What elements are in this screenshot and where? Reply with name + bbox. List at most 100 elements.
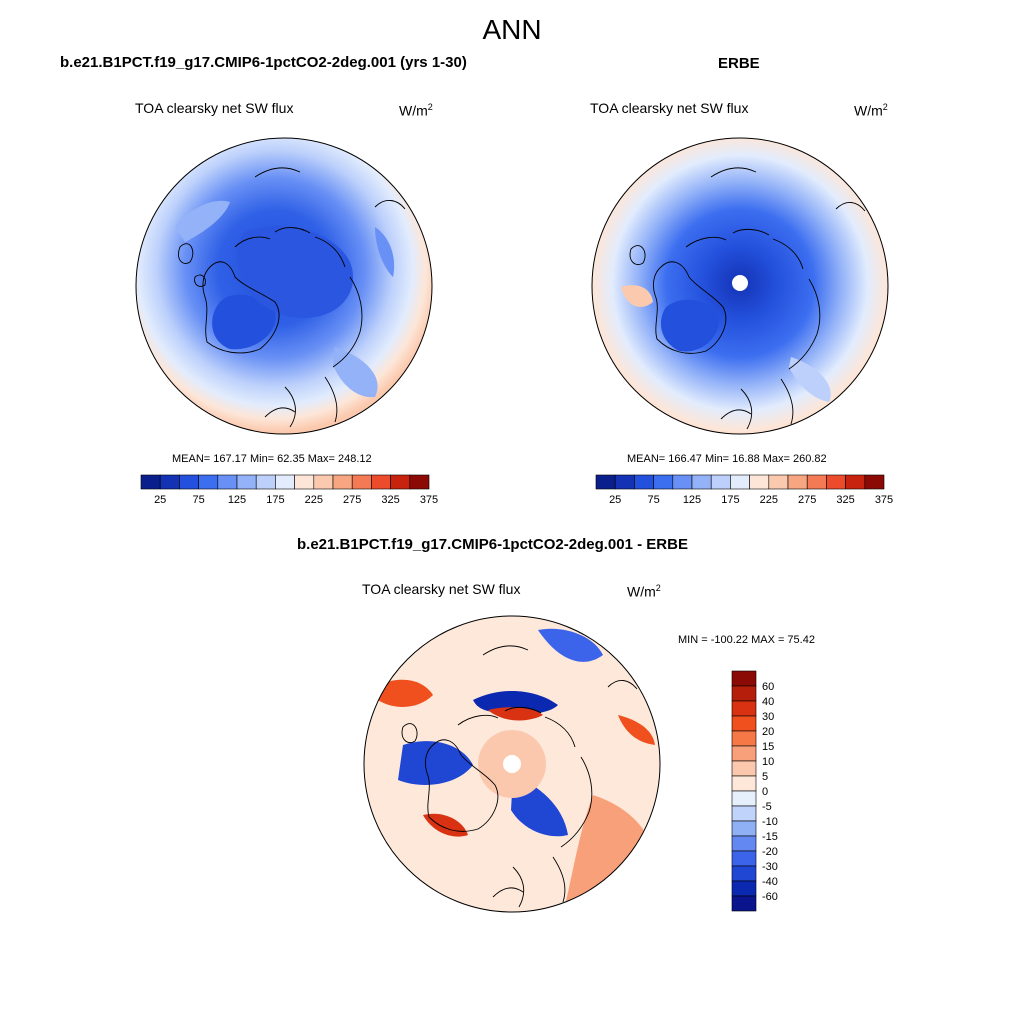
colorbar-2-swatch [614,474,635,490]
map-3-region-cool-ne [538,628,603,662]
colorbar-2-swatch [595,474,616,490]
panel-3-title: b.e21.B1PCT.f19_g17.CMIP6-1pctCO2-2deg.0… [297,536,688,553]
colorbar-1-swatch [179,474,199,490]
map-1-coastlines [178,167,406,428]
colorbar-3-tick-label: -10 [762,816,778,828]
colorbar-1-tick-label: 375 [420,494,438,506]
colorbar-3-swatch [731,790,757,807]
colorbar-3-tick-label: -20 [762,846,778,858]
colorbar-3-swatch [731,835,757,852]
colorbar-3-tick-label: -30 [762,861,778,873]
colorbar-3-tick-label: -5 [762,801,772,813]
map-1-greenland-region [212,294,276,350]
map-2-greenland-region [660,299,720,352]
colorbar-3-tick-label: 15 [762,741,774,753]
panel-1-units: W/m2 [399,102,433,119]
colorbar-2-swatch [806,474,827,490]
colorbar-3-swatch [731,895,757,912]
colorbar-2-tick-label: 175 [721,494,739,506]
map-3-pole-gap [503,755,521,773]
colorbar-2-tick-label: 75 [647,494,659,506]
map-1-polar-plot [135,137,433,435]
map-2-coastlines [629,167,866,430]
panel-3-variable-label: TOA clearsky net SW flux [362,581,521,597]
colorbar-1-tick-label: 25 [154,494,166,506]
colorbar-1-swatch [236,474,257,490]
colorbar-1-tick-label: 325 [381,494,399,506]
map-3-region-cool-w [398,741,473,785]
colorbar-3-swatch [731,805,757,822]
colorbar-2-tick-label: 375 [875,494,893,506]
panel-1-variable-label: TOA clearsky net SW flux [135,100,294,116]
colorbar-1-swatch [351,474,372,490]
colorbar-2-swatch [710,474,731,490]
panel-3-stats: MIN = -100.22 MAX = 75.42 [678,634,815,646]
colorbar-3-tick-label: 20 [762,726,774,738]
panel-2-variable-label: TOA clearsky net SW flux [590,100,749,116]
colorbar-2: 25 75 125 175 225 275 325 375 [595,474,893,506]
map-3-region-warm-w [378,679,433,707]
colorbar-3-tick-label: 60 [762,681,774,693]
map-1-arctic-core [237,226,354,318]
colorbar-2-swatch [864,474,885,490]
panel-2-stats: MEAN= 166.47 Min= 16.88 Max= 260.82 [627,453,827,465]
colorbar-1-swatch [390,474,411,490]
panel-1-stats: MEAN= 167.17 Min= 62.35 Max= 248.12 [172,453,372,465]
colorbar-1: 25 75 125 175 225 275 325 375 [140,474,438,506]
map-3-region-warm-n [488,707,543,721]
panel-2-units: W/m2 [854,102,888,119]
colorbar-3-tick-label: -60 [762,891,778,903]
map-3-polar-plot [363,615,661,913]
colorbar-2-tick-label: 25 [609,494,621,506]
colorbar-2-swatch [653,474,674,490]
panel-1-title: b.e21.B1PCT.f19_g17.CMIP6-1pctCO2-2deg.0… [60,54,467,71]
colorbar-3-swatch [731,775,757,792]
colorbar-3-tick-label: 30 [762,711,774,723]
colorbar-2-swatch [845,474,866,490]
colorbar-2-swatch [826,474,846,490]
map-3-boundary [363,615,661,913]
colorbar-1-swatch [313,474,334,490]
colorbar-1-tick-label: 225 [305,494,323,506]
colorbar-1-swatch [275,474,295,490]
colorbar-3-swatch [731,730,757,747]
colorbar-2-tick-label: 125 [683,494,701,506]
colorbar-1-tick-label: 175 [266,494,284,506]
colorbar-3-tick-label: -15 [762,831,778,843]
map-3-region-warm-e [618,715,655,745]
colorbar-3-tick-label: -40 [762,876,778,888]
colorbar-3-swatch [731,715,757,732]
colorbar-1-swatch [294,474,315,490]
panel-2-title: ERBE [718,55,760,72]
map-2-polar-plot [591,137,889,435]
map-1-region-a [175,200,230,242]
map-1-boundary [135,137,433,435]
colorbar-1-swatch [140,474,161,490]
colorbar-3-tick-label: 0 [762,786,768,798]
colorbar-2-swatch [787,474,808,490]
colorbar-2-swatch [691,474,712,490]
colorbar-2-swatch [749,474,770,490]
colorbar-1-swatch [332,474,353,490]
colorbar-3-swatch [731,820,757,837]
map-2-region-b [789,357,831,402]
colorbar-2-tick-label: 275 [798,494,816,506]
map-1-region-b [333,347,378,398]
colorbar-1-swatch [198,474,219,490]
colorbar-3-swatch [731,685,757,702]
colorbar-3-swatch [731,880,757,897]
colorbar-1-tick-label: 75 [192,494,204,506]
colorbar-1-swatch [371,474,391,490]
colorbar-1-tick-label: 125 [228,494,246,506]
colorbar-3-swatch [731,745,757,762]
colorbar-3-swatch [731,865,757,882]
colorbar-2-tick-label: 225 [760,494,778,506]
colorbar-2-swatch [730,474,750,490]
colorbar-1-swatch [255,474,276,490]
panel-3-units: W/m2 [627,583,661,600]
main-title: ANN [482,14,542,45]
colorbar-3-swatch [731,670,757,687]
map-3-region-cool-n [473,690,558,715]
colorbar-3-swatch [731,850,757,867]
colorbar-1-swatch [409,474,430,490]
